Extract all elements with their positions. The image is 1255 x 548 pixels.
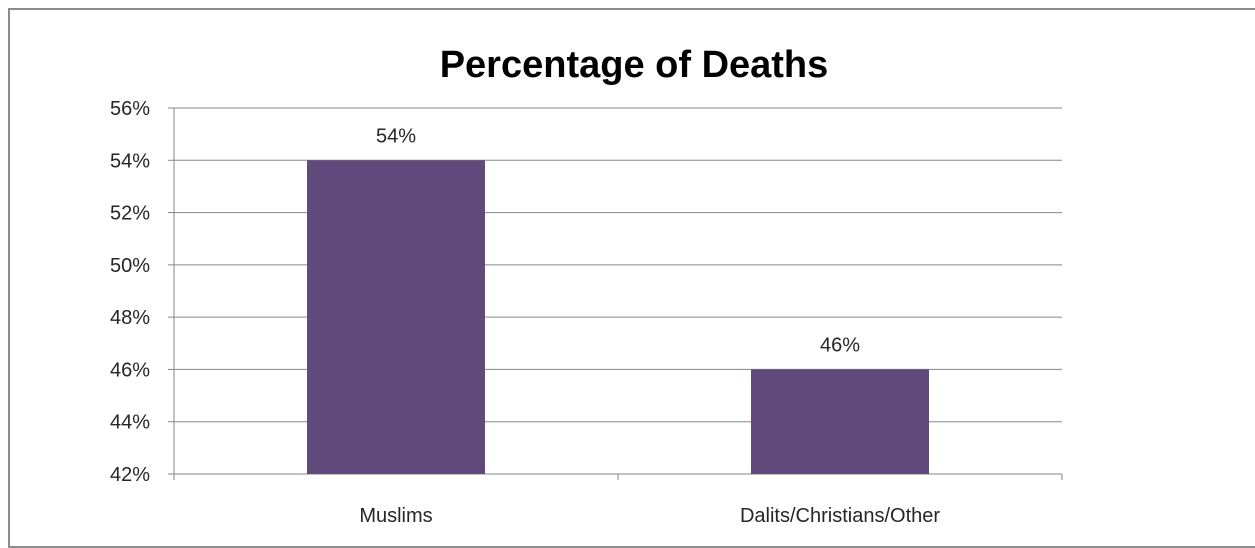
y-tick-label: 52% [110, 203, 150, 225]
y-tick-label: 50% [110, 255, 150, 277]
bar [751, 369, 929, 474]
data-label: 46% [820, 334, 860, 356]
y-tick-label: 44% [110, 412, 150, 434]
y-tick-label: 54% [110, 150, 150, 172]
y-tick-label: 48% [110, 307, 150, 329]
bar [307, 160, 485, 475]
x-category-label: Muslims [359, 505, 432, 522]
y-tick-label: 56% [110, 98, 150, 120]
x-category-label: Dalits/Christians/Other [740, 505, 940, 522]
y-tick-labels: 42% 44% 46% 48% 50% 52% 54% 56% [110, 98, 150, 486]
bar-chart: Percentage of Deaths 54% 46% 42% 44% 46% 48%… [110, 44, 1063, 522]
chart-frame [8, 8, 1255, 548]
chart-title: Percentage of Deaths [440, 44, 829, 86]
x-category-labels: Muslims Dalits/Christians/Other [359, 505, 940, 522]
data-label: 54% [376, 125, 416, 147]
bars [307, 160, 929, 475]
y-tick-label: 46% [110, 359, 150, 381]
y-tick-label: 42% [110, 464, 150, 486]
data-labels: 54% 46% [376, 125, 860, 356]
